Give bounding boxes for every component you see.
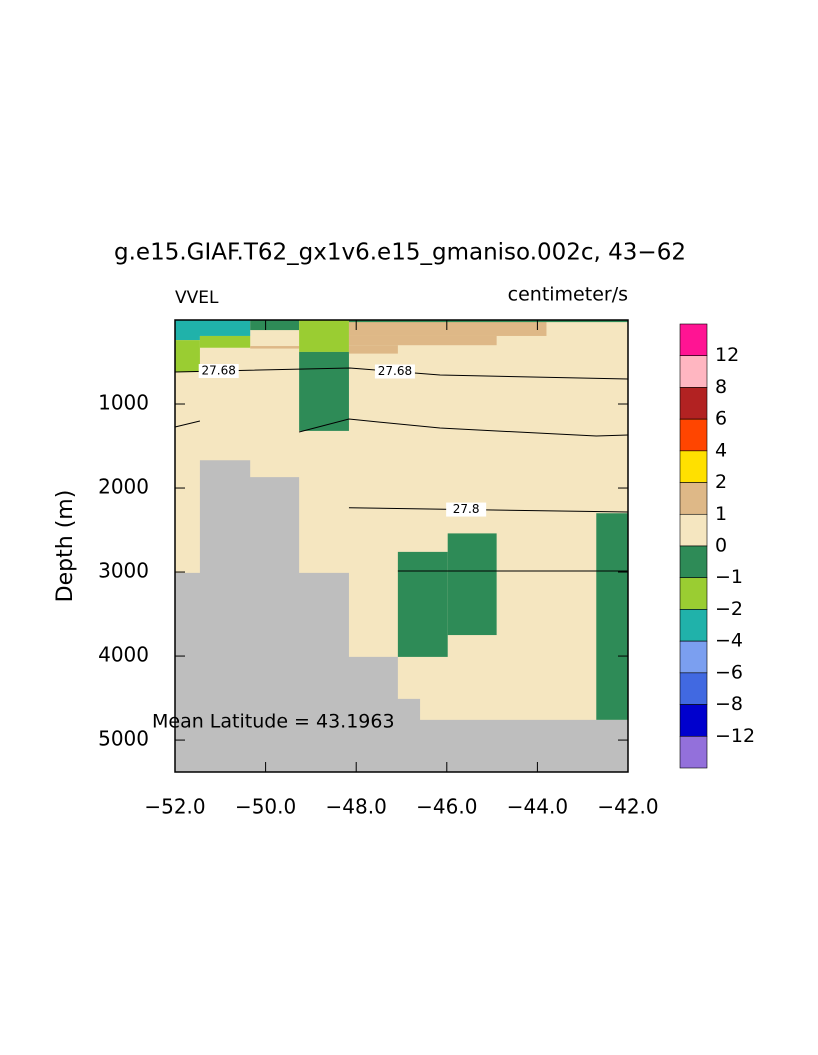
contour-label: 27.68 xyxy=(202,363,236,377)
contour-cell xyxy=(175,340,200,373)
right-label: centimeter/s xyxy=(508,284,628,306)
x-tick-label: −52.0 xyxy=(144,795,205,819)
contour-cell xyxy=(397,551,448,657)
x-tick-label: −50.0 xyxy=(235,795,296,819)
contour-label-bg xyxy=(446,502,487,517)
annotation: Mean Latitude = 43.1963 xyxy=(152,711,395,733)
colorbar-swatch xyxy=(679,355,708,388)
contour-cell xyxy=(299,351,349,431)
y-tick-label: 2000 xyxy=(98,475,149,499)
colorbar-swatch xyxy=(679,735,708,769)
contour-line xyxy=(174,418,629,437)
colorbar-label: 2 xyxy=(715,471,727,493)
plot-frame xyxy=(174,319,629,773)
contour-cell xyxy=(348,345,398,354)
colorbar-label: 8 xyxy=(715,376,727,398)
y-axis-label: Depth (m) xyxy=(53,490,78,603)
contour-line xyxy=(348,507,629,513)
colorbar-swatch xyxy=(679,418,708,452)
colorbar-label: 6 xyxy=(715,408,727,430)
y-tick-label: 3000 xyxy=(98,559,149,583)
left-label: VVEL xyxy=(175,288,219,308)
colorbar-swatch xyxy=(679,704,708,737)
contour-cell xyxy=(348,320,628,323)
x-tick-label: −42.0 xyxy=(597,795,658,819)
colorbar-swatch xyxy=(679,323,708,357)
colorbar-swatch xyxy=(679,482,708,515)
contour-cell xyxy=(299,320,349,352)
y-tick-label: 1000 xyxy=(98,391,149,415)
colorbar-label: 0 xyxy=(715,535,727,557)
colorbar-label: −6 xyxy=(715,661,743,683)
contour-cell xyxy=(596,513,628,720)
colorbar-swatch xyxy=(679,640,708,674)
colorbar-label: −2 xyxy=(715,598,743,620)
colorbar-label: −1 xyxy=(715,566,743,588)
x-tick-label: −48.0 xyxy=(326,795,387,819)
colorbar-swatch xyxy=(679,609,708,642)
land-mask xyxy=(175,460,628,772)
contour-cell xyxy=(447,533,497,636)
contour-cell xyxy=(250,346,300,349)
colorbar-label: 4 xyxy=(715,439,727,461)
contour-label-bg xyxy=(198,363,239,378)
y-tick-label: 5000 xyxy=(98,727,149,751)
colorbar-label: 1 xyxy=(715,503,727,525)
contour-cell xyxy=(348,335,497,346)
colorbar-swatch xyxy=(679,672,708,705)
contour-label-bg xyxy=(374,364,415,379)
contour-cell xyxy=(250,320,300,331)
colorbar-swatch xyxy=(679,513,708,547)
x-tick-label: −44.0 xyxy=(507,795,568,819)
contour-cell xyxy=(199,335,251,348)
colorbar-swatch xyxy=(679,450,708,483)
contour-cell xyxy=(348,320,547,336)
colorbar-label: −12 xyxy=(715,725,755,747)
contour-label: 27.68 xyxy=(378,364,412,378)
contour-cell xyxy=(175,320,200,341)
colorbar-swatch xyxy=(679,387,708,420)
contour-label: 27.8 xyxy=(453,502,480,516)
colorbar-label: −4 xyxy=(715,630,743,652)
chart-title: g.e15.GIAF.T62_gx1v6.e15_gmaniso.002c, 4… xyxy=(114,240,686,266)
colorbar-swatch xyxy=(679,577,708,610)
colorbar-label: −8 xyxy=(715,693,743,715)
y-tick-label: 4000 xyxy=(98,643,149,667)
colorbar-swatch xyxy=(679,545,708,579)
colorbar-label: 12 xyxy=(715,344,739,366)
x-tick-label: −46.0 xyxy=(416,795,477,819)
